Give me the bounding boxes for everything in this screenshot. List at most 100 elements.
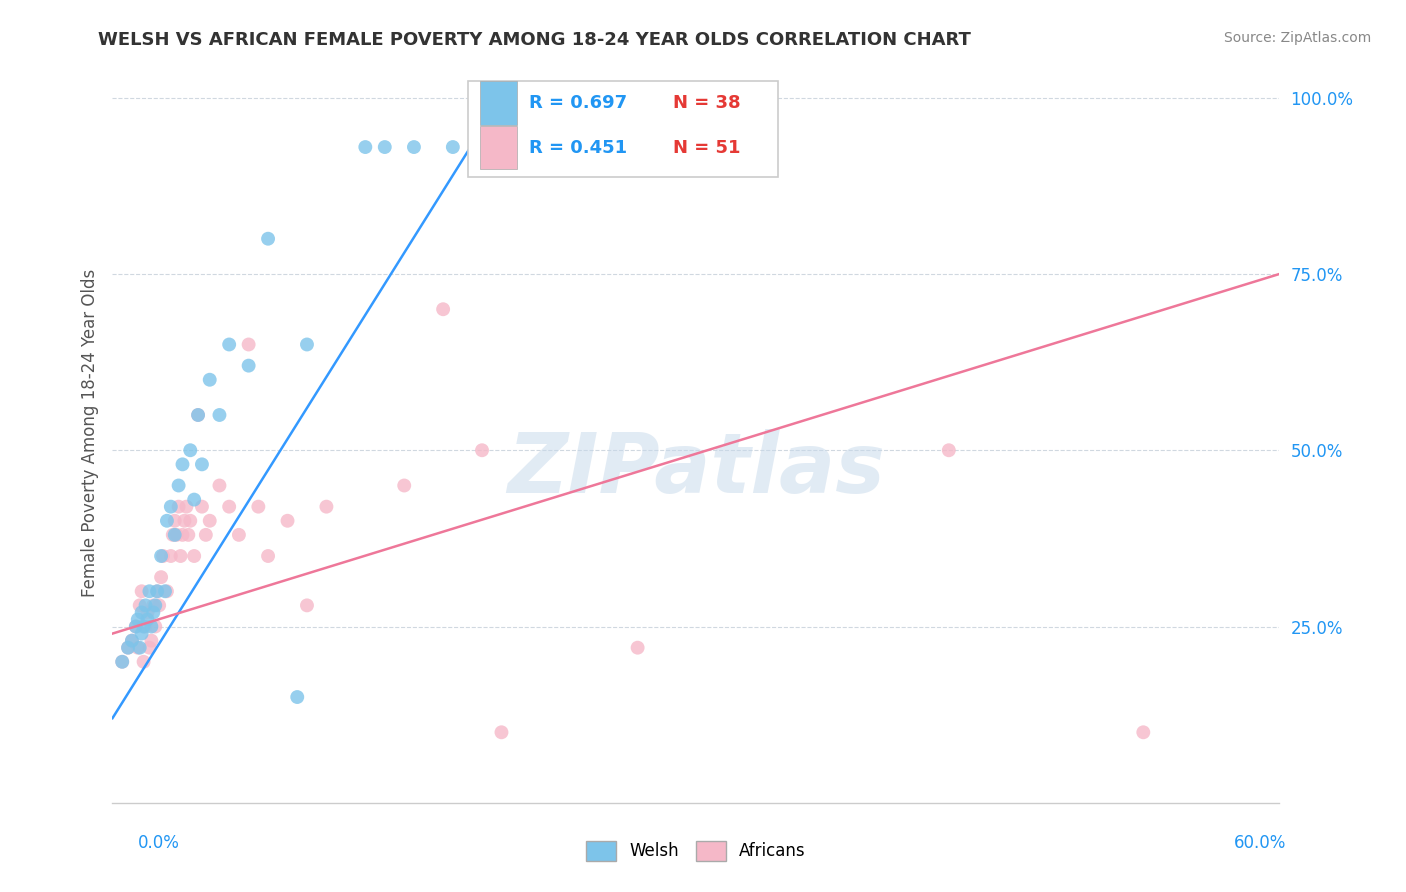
Point bbox=[179, 443, 201, 458]
Point bbox=[160, 549, 183, 563]
Point bbox=[247, 500, 270, 514]
Point bbox=[121, 633, 143, 648]
Point bbox=[135, 599, 157, 613]
Point bbox=[374, 140, 396, 154]
Point bbox=[198, 373, 221, 387]
Point bbox=[276, 514, 298, 528]
Point bbox=[117, 640, 139, 655]
Point bbox=[156, 514, 179, 528]
Point bbox=[146, 584, 169, 599]
Point bbox=[127, 640, 149, 655]
Point bbox=[163, 514, 186, 528]
Point bbox=[125, 619, 148, 633]
Point bbox=[285, 690, 308, 704]
Text: WELSH VS AFRICAN FEMALE POVERTY AMONG 18-24 YEAR OLDS CORRELATION CHART: WELSH VS AFRICAN FEMALE POVERTY AMONG 18… bbox=[98, 31, 972, 49]
Point bbox=[394, 478, 416, 492]
Point bbox=[402, 140, 425, 154]
Point bbox=[138, 584, 160, 599]
Point bbox=[132, 619, 155, 633]
Point bbox=[315, 500, 337, 514]
Point bbox=[131, 626, 153, 640]
Point bbox=[228, 528, 250, 542]
Point bbox=[143, 619, 166, 633]
Point bbox=[163, 528, 186, 542]
Point bbox=[627, 640, 650, 655]
Point bbox=[187, 408, 209, 422]
Text: 60.0%: 60.0% bbox=[1234, 834, 1286, 852]
Point bbox=[142, 599, 165, 613]
FancyBboxPatch shape bbox=[479, 126, 517, 169]
Point bbox=[127, 612, 149, 626]
Point bbox=[218, 337, 240, 351]
Point bbox=[125, 619, 148, 633]
Point bbox=[191, 500, 214, 514]
Point bbox=[169, 549, 191, 563]
Point bbox=[121, 633, 143, 648]
Point bbox=[354, 140, 377, 154]
Point bbox=[183, 492, 205, 507]
FancyBboxPatch shape bbox=[479, 81, 517, 125]
Point bbox=[136, 612, 159, 626]
Point bbox=[143, 599, 166, 613]
Point bbox=[441, 140, 464, 154]
Point bbox=[152, 549, 174, 563]
Point bbox=[141, 633, 163, 648]
Point bbox=[257, 232, 280, 246]
Point bbox=[136, 606, 159, 620]
FancyBboxPatch shape bbox=[468, 81, 778, 178]
Point bbox=[179, 514, 201, 528]
Point bbox=[183, 549, 205, 563]
Point bbox=[191, 458, 214, 472]
Point bbox=[160, 500, 183, 514]
Point bbox=[176, 500, 198, 514]
Point bbox=[257, 549, 280, 563]
Point bbox=[141, 619, 163, 633]
Point bbox=[131, 606, 153, 620]
Point bbox=[156, 584, 179, 599]
Point bbox=[148, 599, 170, 613]
Point bbox=[218, 500, 240, 514]
Text: Source: ZipAtlas.com: Source: ZipAtlas.com bbox=[1223, 31, 1371, 45]
Point bbox=[491, 725, 513, 739]
Text: 0.0%: 0.0% bbox=[138, 834, 180, 852]
Text: ZIPatlas: ZIPatlas bbox=[508, 429, 884, 510]
Point bbox=[208, 478, 231, 492]
Text: N = 38: N = 38 bbox=[672, 95, 740, 112]
Point bbox=[150, 570, 173, 584]
Point bbox=[238, 337, 260, 351]
Legend: Welsh, Africans: Welsh, Africans bbox=[586, 841, 806, 861]
Point bbox=[111, 655, 134, 669]
Point bbox=[146, 584, 169, 599]
Point bbox=[153, 584, 176, 599]
Point bbox=[177, 528, 200, 542]
Point bbox=[198, 514, 221, 528]
Point bbox=[194, 528, 217, 542]
Point bbox=[167, 500, 190, 514]
Point bbox=[142, 606, 165, 620]
Point bbox=[128, 640, 150, 655]
Point bbox=[162, 528, 184, 542]
Point bbox=[295, 599, 318, 613]
Point bbox=[166, 528, 188, 542]
Point bbox=[135, 619, 157, 633]
Point bbox=[131, 584, 153, 599]
Text: N = 51: N = 51 bbox=[672, 138, 740, 157]
Text: R = 0.451: R = 0.451 bbox=[529, 138, 627, 157]
Point bbox=[117, 640, 139, 655]
Point bbox=[172, 528, 194, 542]
Point bbox=[111, 655, 134, 669]
Point bbox=[128, 599, 150, 613]
Point bbox=[167, 478, 190, 492]
Point bbox=[432, 302, 454, 317]
Point bbox=[208, 408, 231, 422]
Point bbox=[187, 408, 209, 422]
Point bbox=[1132, 725, 1154, 739]
Text: R = 0.697: R = 0.697 bbox=[529, 95, 627, 112]
Point bbox=[132, 655, 155, 669]
Point bbox=[138, 640, 160, 655]
Point bbox=[295, 337, 318, 351]
Point bbox=[150, 549, 173, 563]
Point bbox=[173, 514, 195, 528]
Point bbox=[938, 443, 960, 458]
Point bbox=[238, 359, 260, 373]
